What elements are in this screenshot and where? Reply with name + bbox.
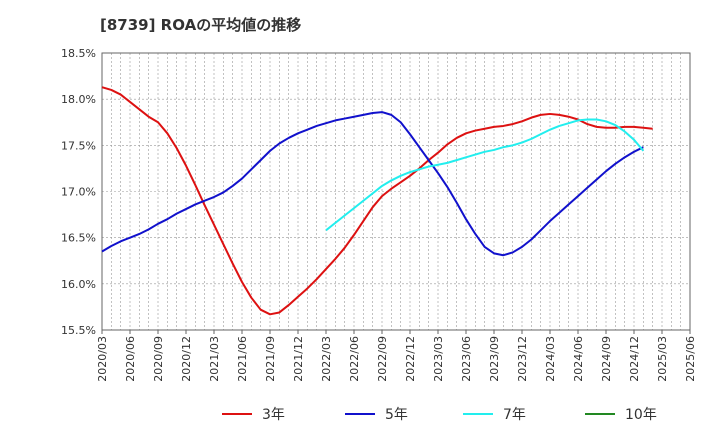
x-axis: 2020/03 2020/06 2020/09 2020/12 2021/03 2021/… [96,330,697,382]
y-axis: 15.5% 16.0% 16.5% 17.0% 17.5% 18.0% 18.5% [61,47,96,337]
series-lines [101,86,653,316]
series-line-3年 [101,86,653,316]
legend: 3年 5年 7年 10年 [222,407,657,423]
y-tick-label: 18.0% [61,93,96,106]
x-tick-label: 2024/12 [628,336,641,382]
x-tick-label: 2022/06 [348,336,361,382]
x-tick-label: 2023/03 [432,336,445,382]
y-tick-label: 18.5% [61,47,96,60]
x-tick-label: 2020/03 [96,336,109,382]
y-tick-label: 16.0% [61,278,96,291]
x-tick-label: 2025/03 [656,336,669,382]
x-tick-label: 2020/09 [152,336,165,382]
series-line-7年 [325,118,645,232]
x-tick-label: 2024/03 [544,336,557,382]
x-tick-label: 2023/09 [488,336,501,382]
x-tick-label: 2020/06 [124,336,137,382]
y-tick-label: 17.5% [61,139,96,152]
legend-label: 5年 [385,407,408,423]
x-tick-label: 2020/12 [180,336,193,382]
legend-label: 10年 [625,407,657,423]
x-tick-label: 2022/03 [320,336,333,382]
x-tick-label: 2023/06 [460,336,473,382]
x-tick-label: 2021/06 [236,336,249,382]
y-tick-label: 15.5% [61,324,96,337]
chart-title: [8739] ROAの平均値の推移 [100,16,301,34]
x-tick-label: 2021/03 [208,336,221,382]
x-tick-label: 2025/06 [684,336,697,382]
plot-area [101,52,691,331]
y-tick-label: 16.5% [61,232,96,245]
series-line-5年 [101,111,644,257]
x-tick-label: 2024/06 [572,336,585,382]
grid [102,53,690,330]
x-tick-label: 2024/09 [600,336,613,382]
x-tick-label: 2021/09 [264,336,277,382]
y-tick-label: 17.0% [61,186,96,199]
x-tick-label: 2022/12 [404,336,417,382]
legend-label: 7年 [503,407,526,423]
x-tick-label: 2022/09 [376,336,389,382]
x-tick-label: 2023/12 [516,336,529,382]
legend-label: 3年 [262,407,285,423]
x-tick-label: 2021/12 [292,336,305,382]
